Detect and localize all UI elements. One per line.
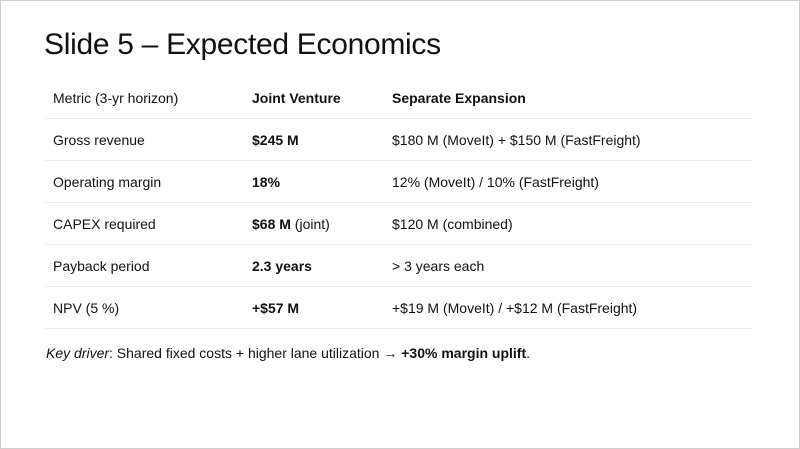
jv-cell: 2.3 years	[244, 244, 384, 287]
jv-cell: $68 M (joint)	[244, 202, 384, 245]
separate-cell: > 3 years each	[384, 244, 752, 287]
metric-cell: CAPEX required	[45, 202, 244, 245]
header-joint-venture: Joint Venture	[244, 78, 384, 119]
header-metric: Metric (3-yr horizon)	[45, 78, 244, 119]
table-row: CAPEX required $68 M (joint) $120 M (com…	[45, 202, 752, 245]
economics-table: Metric (3-yr horizon) Joint Venture Sepa…	[45, 78, 752, 329]
separate-cell: $120 M (combined)	[384, 202, 752, 245]
metric-cell: Payback period	[45, 244, 244, 287]
jv-cell: 18%	[244, 160, 384, 203]
separate-cell: +$19 M (MoveIt) / +$12 M (FastFreight)	[384, 286, 752, 329]
table-row: NPV (5 %) +$57 M +$19 M (MoveIt) / +$12 …	[45, 286, 752, 329]
margin-uplift: +30% margin uplift	[401, 345, 527, 361]
metric-cell: NPV (5 %)	[45, 286, 244, 329]
separate-cell: $180 M (MoveIt) + $150 M (FastFreight)	[384, 118, 752, 161]
table-row: Gross revenue $245 M $180 M (MoveIt) + $…	[45, 118, 752, 161]
key-driver-label: Key driver	[46, 345, 110, 361]
table-row: Payback period 2.3 years > 3 years each	[45, 244, 752, 287]
header-separate-expansion: Separate Expansion	[384, 78, 752, 119]
table-row: Operating margin 18% 12% (MoveIt) / 10% …	[45, 160, 752, 203]
table-header-row: Metric (3-yr horizon) Joint Venture Sepa…	[45, 78, 752, 119]
jv-cell: $245 M	[244, 118, 384, 161]
metric-cell: Gross revenue	[45, 118, 244, 161]
slide-title: Slide 5 – Expected Economics	[44, 28, 441, 61]
separate-cell: 12% (MoveIt) / 10% (FastFreight)	[384, 160, 752, 203]
jv-cell: +$57 M	[244, 286, 384, 329]
metric-cell: Operating margin	[45, 160, 244, 203]
key-driver-note: Key driver: Shared fixed costs + higher …	[46, 345, 530, 361]
